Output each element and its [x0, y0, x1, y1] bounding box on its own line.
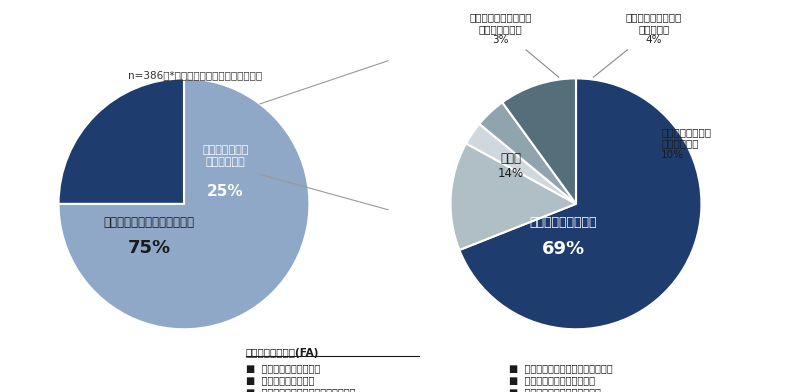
Wedge shape: [450, 143, 576, 250]
Text: 自身で削除請求、
開示請求した
10%: 自身で削除請求、 開示請求した 10%: [662, 127, 711, 160]
Text: 何も対応していない: 何も対応していない: [530, 216, 598, 229]
Text: ■  アカウントを削除した: ■ アカウントを削除した: [246, 363, 320, 373]
Text: ■  警察・公的機関へ対応を依頼した: ■ 警察・公的機関へ対応を依頼した: [509, 363, 613, 373]
Text: 自身で弁護士事務所
に相談した
4%: 自身で弁護士事務所 に相談した 4%: [594, 12, 682, 77]
Text: ■  直接やり取りして対応した: ■ 直接やり取りして対応した: [509, 375, 594, 385]
Text: 所属企業の法務部門に
支援を依頼した
3%: 所属企業の法務部門に 支援を依頼した 3%: [470, 12, 559, 77]
Text: 誹謗中傷の経験有無: 誹謗中傷の経験有無: [11, 20, 94, 35]
Wedge shape: [479, 102, 576, 204]
Wedge shape: [58, 78, 310, 329]
Text: ■  コメントを削除または非表示にした: ■ コメントを削除または非表示にした: [246, 387, 355, 392]
Wedge shape: [502, 78, 576, 204]
Text: n=386　*誹謗中傷を受けたことがある人: n=386 *誹謗中傷を受けたことがある人: [127, 71, 262, 80]
Text: 75%: 75%: [127, 239, 170, 257]
Wedge shape: [58, 78, 184, 204]
Text: その他の主な回答(FA): その他の主な回答(FA): [246, 348, 319, 358]
Text: 誹謗中傷を受けたことはない: 誹謗中傷を受けたことはない: [103, 216, 194, 229]
Wedge shape: [459, 78, 702, 329]
Text: 誹謗中傷を受けた際の対応: 誹謗中傷を受けた際の対応: [404, 20, 514, 35]
Text: ■  アクセスを禁止した: ■ アクセスを禁止した: [246, 375, 314, 385]
Wedge shape: [466, 124, 576, 204]
Text: その他
14%: その他 14%: [498, 152, 524, 180]
Text: 69%: 69%: [542, 240, 585, 258]
Text: 誹謗中傷を受け
たことがある: 誹謗中傷を受け たことがある: [202, 145, 249, 167]
Text: 25%: 25%: [207, 184, 244, 199]
Text: ■  公開コメントで対応した　等: ■ 公開コメントで対応した 等: [509, 387, 601, 392]
